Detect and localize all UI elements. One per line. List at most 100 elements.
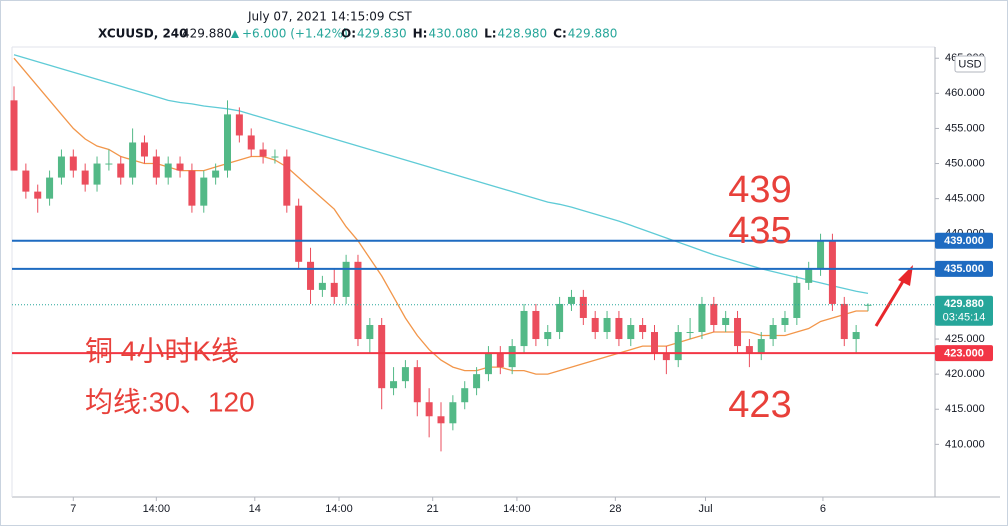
candle-body bbox=[413, 367, 421, 403]
candle-body bbox=[259, 149, 267, 157]
y-tick-label: 460.000 bbox=[945, 87, 985, 99]
candle-body bbox=[224, 114, 231, 171]
annotation: 435 bbox=[728, 210, 791, 252]
candle-body bbox=[591, 317, 599, 333]
candle-body bbox=[10, 100, 18, 171]
level-badge bbox=[935, 260, 993, 277]
candle-body bbox=[152, 156, 160, 178]
y-tick-label: 410.000 bbox=[945, 438, 985, 450]
moving-average bbox=[13, 54, 869, 295]
header-datetime: July 07, 2021 14:15:09 CST bbox=[247, 10, 412, 24]
ohlc-value: 429.880 bbox=[568, 27, 618, 41]
candle-body bbox=[745, 346, 753, 354]
up-icon bbox=[231, 30, 239, 38]
candle-body bbox=[484, 353, 492, 375]
y-tick-label: 425.000 bbox=[945, 333, 985, 345]
header-symbol: XCUUSD, 240 bbox=[98, 27, 188, 41]
arrow-shaft bbox=[874, 277, 907, 327]
candle-body bbox=[473, 374, 481, 389]
candle-body bbox=[817, 240, 825, 269]
candle-body bbox=[366, 325, 374, 340]
candle-body bbox=[164, 163, 172, 178]
candle-body bbox=[722, 317, 730, 326]
candle-body bbox=[627, 325, 635, 340]
y-tick-label: 450.000 bbox=[945, 157, 985, 169]
level-label: 435.000 bbox=[944, 263, 984, 275]
candle-body bbox=[425, 402, 433, 417]
candle-body bbox=[840, 303, 848, 340]
candle-body bbox=[437, 416, 445, 424]
candle-body bbox=[698, 303, 706, 333]
y-tick-label: 445.000 bbox=[945, 193, 985, 205]
candle-body bbox=[81, 170, 89, 185]
candle-body bbox=[449, 402, 457, 424]
candle-body bbox=[342, 261, 350, 297]
candle-body bbox=[793, 282, 801, 318]
candle-body bbox=[390, 381, 398, 389]
candle-body bbox=[828, 240, 836, 304]
candle-body bbox=[295, 205, 303, 262]
header-price: 429.880 bbox=[182, 27, 232, 41]
x-tick-label: 6 bbox=[820, 503, 826, 515]
candle-body bbox=[354, 261, 362, 340]
candle-body bbox=[235, 114, 243, 136]
candle-body bbox=[271, 156, 279, 158]
candle-body bbox=[781, 317, 789, 326]
level-label: 423.000 bbox=[944, 347, 984, 359]
candle-body bbox=[769, 325, 777, 340]
level-label: 439.000 bbox=[944, 235, 984, 247]
annotation: 均线:30、120 bbox=[85, 386, 255, 417]
candle-body bbox=[686, 332, 694, 334]
candle-body bbox=[57, 156, 65, 178]
header-ohlc: O: 429.830 H: 430.080 L: 428.980 C: 429.880 bbox=[341, 27, 617, 41]
candle-body bbox=[532, 310, 540, 340]
candle-body bbox=[69, 156, 77, 171]
plot bbox=[10, 54, 872, 452]
candle-body bbox=[200, 177, 208, 206]
candle-body bbox=[579, 296, 587, 318]
candle-body bbox=[615, 317, 623, 340]
candle-body bbox=[639, 325, 647, 333]
candle-body bbox=[508, 346, 516, 368]
x-tick-label: 14:00 bbox=[325, 503, 353, 515]
x-tick-label: Jul bbox=[698, 503, 712, 515]
candle-body bbox=[34, 191, 42, 199]
candle-body bbox=[22, 170, 30, 192]
level-badge bbox=[935, 345, 993, 362]
candle-body bbox=[330, 282, 338, 297]
candle-body bbox=[544, 332, 552, 340]
candle-body bbox=[757, 339, 765, 354]
candle-body bbox=[140, 142, 148, 157]
candle-body bbox=[710, 303, 718, 326]
x-tick-label: 28 bbox=[609, 503, 621, 515]
candle-body bbox=[603, 317, 611, 333]
ohlc-key: C: bbox=[553, 27, 567, 41]
candle-body bbox=[852, 332, 860, 340]
ohlc-key: H: bbox=[413, 27, 428, 41]
ohlc-key: O: bbox=[341, 27, 356, 41]
annotation: 439 bbox=[728, 169, 791, 211]
candle-body bbox=[662, 353, 670, 361]
candle-body bbox=[461, 388, 469, 403]
candle-body bbox=[176, 163, 184, 171]
candle-body bbox=[117, 163, 125, 178]
candle-body bbox=[129, 142, 137, 178]
header-change: +6.000 (+1.42%) bbox=[242, 27, 348, 41]
candle-body bbox=[734, 317, 742, 347]
y-tick-label: 420.000 bbox=[945, 368, 985, 380]
last-price-badge bbox=[935, 295, 993, 326]
candle-body bbox=[105, 163, 113, 165]
candle-body bbox=[556, 303, 564, 333]
candle-body bbox=[567, 296, 575, 304]
candle-body bbox=[188, 170, 196, 206]
candle-body bbox=[212, 170, 220, 178]
x-tick-label: 21 bbox=[427, 503, 439, 515]
ohlc-value: 430.080 bbox=[428, 27, 478, 41]
candle-body bbox=[674, 332, 682, 361]
ohlc-value: 429.830 bbox=[357, 27, 407, 41]
x-tick-label: 14 bbox=[249, 503, 261, 515]
countdown: 03:45:14 bbox=[943, 312, 986, 324]
candle-body bbox=[283, 156, 291, 206]
